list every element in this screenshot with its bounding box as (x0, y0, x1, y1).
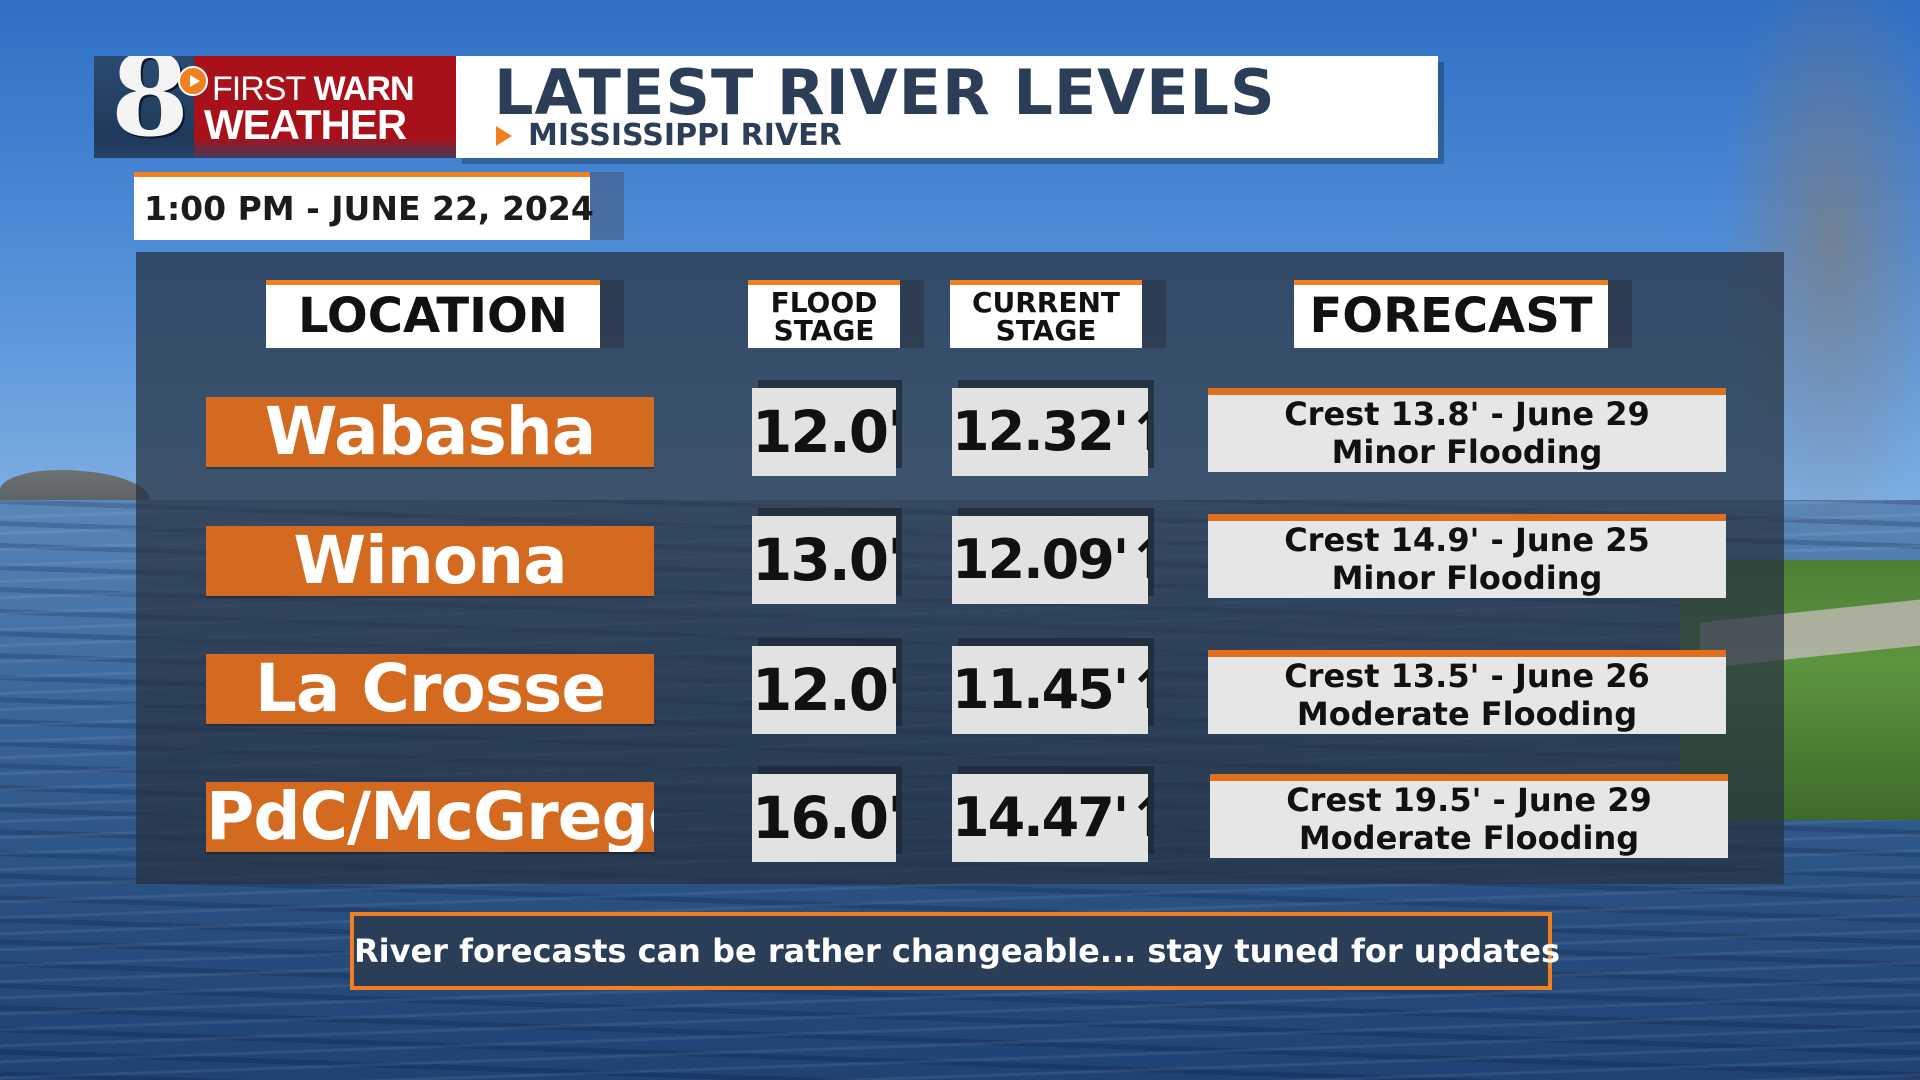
current-stage-value: 11.45'↑ (952, 646, 1148, 734)
forecast-cell: Crest 14.9' - June 25 Minor Flooding (1208, 514, 1726, 598)
location-label: Winona (206, 526, 654, 596)
current-stage-value: 12.09'↑ (952, 516, 1148, 604)
column-header-flood-line2: STAGE (773, 314, 875, 347)
forecast-category: Moderate Flooding (1296, 695, 1638, 733)
column-header-location: LOCATION (266, 280, 600, 348)
location-label: Wabasha (206, 397, 654, 467)
triangle-right-icon (496, 126, 512, 146)
logo-first-warn: FIRST WARN (212, 70, 415, 108)
column-header-current-stage: CURRENT STAGE (950, 280, 1142, 348)
current-stage-value: 14.47'↑ (952, 774, 1148, 862)
page-title: LATEST RIVER LEVELS (494, 56, 1276, 129)
title-banner: LATEST RIVER LEVELS MISSISSIPPI RIVER (456, 56, 1438, 158)
station-logo: 8 (94, 56, 456, 158)
forecast-category: Minor Flooding (1331, 559, 1603, 597)
current-stage-value: 12.32'↑ (952, 388, 1148, 476)
forecast-crest: Crest 19.5' - June 29 (1286, 781, 1652, 819)
footer-note: River forecasts can be rather changeable… (350, 912, 1560, 990)
logo-channel-number: 8 (111, 56, 189, 158)
flood-stage-value: 12.0' (752, 646, 896, 734)
forecast-category: Moderate Flooding (1298, 819, 1640, 857)
column-header-current-line1: CURRENT (971, 286, 1121, 319)
timestamp: 1:00 PM - JUNE 22, 2024 (144, 189, 594, 228)
forecast-cell: Crest 13.8' - June 29 Minor Flooding (1208, 388, 1726, 472)
play-icon (178, 66, 208, 96)
forecast-crest: Crest 13.5' - June 26 (1284, 657, 1650, 695)
forecast-crest: Crest 14.9' - June 25 (1284, 521, 1650, 559)
logo-wave (94, 138, 456, 158)
forecast-category: Minor Flooding (1331, 433, 1603, 471)
column-header-flood-line1: FLOOD (770, 286, 878, 319)
flood-stage-value: 12.0' (752, 388, 896, 476)
forecast-cell: Crest 19.5' - June 29 Moderate Flooding (1210, 774, 1728, 858)
flood-stage-value: 13.0' (752, 516, 896, 604)
forecast-cell: Crest 13.5' - June 26 Moderate Flooding (1208, 650, 1726, 734)
logo-weather: WEATHER (204, 101, 407, 148)
column-header-flood-stage: FLOOD STAGE (748, 280, 900, 348)
column-header-current-line2: STAGE (995, 314, 1097, 347)
location-label: PdC/McGregor (206, 782, 654, 852)
page-subtitle: MISSISSIPPI RIVER (528, 118, 842, 153)
flood-stage-value: 16.0' (752, 774, 896, 862)
forecast-crest: Crest 13.8' - June 29 (1284, 395, 1650, 433)
column-header-forecast: FORECAST (1294, 280, 1608, 348)
timestamp-box: 1:00 PM - JUNE 22, 2024 (134, 172, 594, 240)
location-label: La Crosse (206, 654, 654, 724)
